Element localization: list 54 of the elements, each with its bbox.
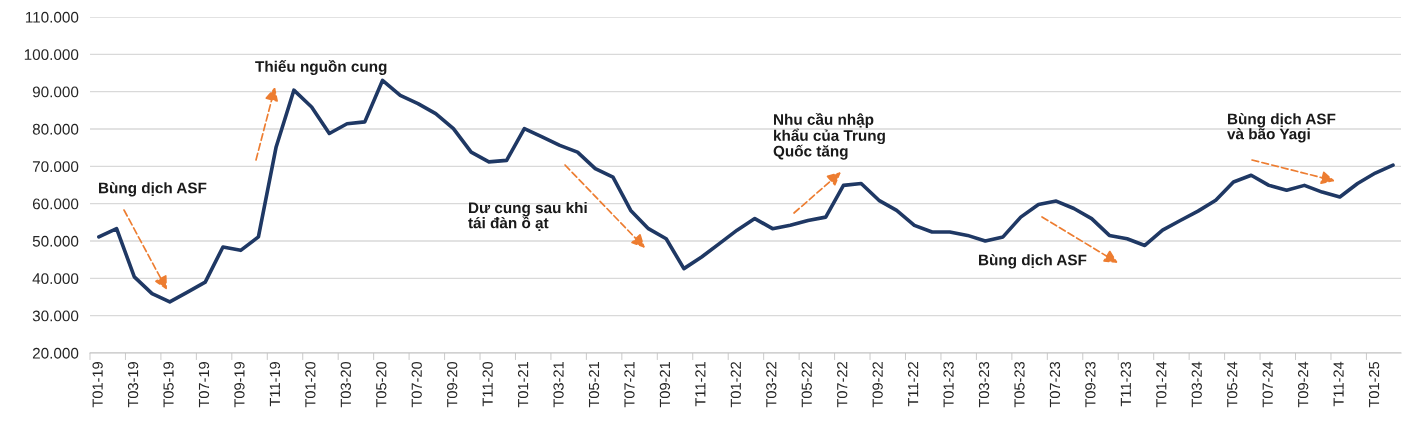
x-tick-label: T05-24: [1227, 361, 1238, 408]
x-tick-label: T07-22: [837, 362, 848, 408]
line-series: [97, 78, 1395, 304]
x-tick-label: T01-24: [1156, 361, 1167, 408]
x-tick-label: T09-21: [659, 362, 671, 408]
y-tick-label: 90.000: [32, 86, 79, 98]
x-tick-label: T03-21: [553, 362, 564, 408]
y-tick-label: 50.000: [32, 235, 79, 247]
x-tick-label: T11-24: [1333, 361, 1344, 407]
x-tick-label: T01-20: [305, 361, 316, 408]
x-tick-label: T07-23: [1049, 361, 1061, 408]
x-tick-label: T11-19: [269, 362, 281, 407]
x-tick-label: T09-24: [1297, 361, 1309, 408]
y-tick-label: 80.000: [32, 123, 79, 135]
x-tick-label: T03-22: [766, 362, 777, 408]
x-tick-label: T03-23: [978, 361, 990, 408]
annotation: Bùng dịch ASF: [99, 182, 207, 197]
x-tick-label: T05-22: [801, 362, 812, 408]
x-tick-label: T09-23: [1085, 361, 1096, 408]
y-tick-label: 20.000: [32, 347, 79, 359]
x-tick-label: T11-20: [482, 361, 493, 407]
annotation: Dư cung sau khi tái đàn ồ ạt: [468, 202, 587, 231]
x-tick-label: T03-24: [1191, 361, 1202, 408]
x-tick-label: T05-19: [163, 362, 174, 408]
y-tick-label: 60.000: [32, 198, 79, 210]
x-tick-label: T07-21: [624, 362, 635, 408]
x-tick-label: T09-20: [447, 361, 458, 408]
x-tick-label: T11-23: [1120, 361, 1132, 407]
y-tick-label: 30.000: [32, 310, 79, 322]
x-tick-label: T11-22: [907, 362, 919, 407]
x-tick-label: T07-20: [411, 361, 422, 408]
annotation: Thiếu nguồn cung: [255, 60, 387, 75]
x-tick-label: T03-20: [340, 361, 351, 408]
x-tick-label: T05-20: [376, 361, 387, 408]
x-tick-label: T03-19: [127, 362, 139, 408]
x-tick-label: T11-21: [695, 362, 706, 407]
annotation: Nhu cầu nhập khẩu của Trung Quốc tăng: [773, 113, 885, 160]
y-tick-label: 40.000: [32, 273, 79, 285]
y-tick-label: 100.000: [24, 49, 79, 61]
annotation: Bùng dịch ASF: [979, 254, 1087, 269]
y-tick-label: 70.000: [32, 161, 79, 173]
x-tick-label: T01-19: [92, 362, 103, 408]
x-tick-label: T07-19: [198, 362, 210, 408]
x-tick-label: T01-23: [943, 361, 954, 408]
x-tick-label: T01-25: [1368, 361, 1380, 408]
x-tick-label: T07-24: [1262, 361, 1273, 408]
x-tick-label: T01-22: [730, 362, 741, 408]
x-tick-label: T05-23: [1014, 361, 1025, 408]
x-tick-label: T09-19: [234, 362, 245, 408]
x-tick-label: T05-21: [588, 362, 600, 408]
x-tick-label: T01-21: [517, 362, 529, 408]
annotation: Bùng dịch ASF và bão Yagi: [1227, 113, 1336, 143]
x-tick-label: T09-22: [872, 362, 883, 408]
y-tick-label: 110.000: [25, 11, 79, 23]
